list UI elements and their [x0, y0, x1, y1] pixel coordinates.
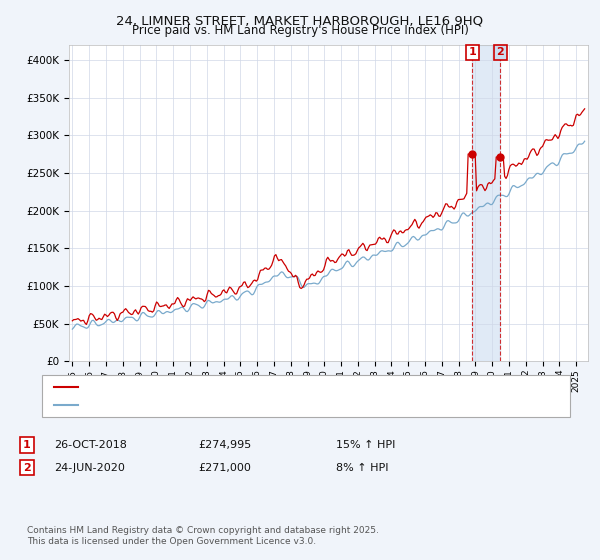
Text: 24-JUN-2020: 24-JUN-2020	[54, 463, 125, 473]
Text: 8% ↑ HPI: 8% ↑ HPI	[336, 463, 389, 473]
Text: 2: 2	[496, 48, 504, 57]
Text: 15% ↑ HPI: 15% ↑ HPI	[336, 440, 395, 450]
Text: 24, LIMNER STREET, MARKET HARBOROUGH, LE16 9HQ: 24, LIMNER STREET, MARKET HARBOROUGH, LE…	[116, 14, 484, 27]
Text: Contains HM Land Registry data © Crown copyright and database right 2025.
This d: Contains HM Land Registry data © Crown c…	[27, 526, 379, 546]
Text: HPI: Average price, semi-detached house, Harborough: HPI: Average price, semi-detached house,…	[84, 400, 349, 410]
Text: 1: 1	[469, 48, 476, 57]
Text: 26-OCT-2018: 26-OCT-2018	[54, 440, 127, 450]
Text: £274,995: £274,995	[198, 440, 251, 450]
Bar	[472, 45, 500, 361]
Text: 1: 1	[23, 440, 31, 450]
Text: 24, LIMNER STREET, MARKET HARBOROUGH, LE16 9HQ (semi-detached house): 24, LIMNER STREET, MARKET HARBOROUGH, LE…	[84, 382, 472, 392]
Text: £271,000: £271,000	[198, 463, 251, 473]
Text: Price paid vs. HM Land Registry's House Price Index (HPI): Price paid vs. HM Land Registry's House …	[131, 24, 469, 37]
Text: 2: 2	[23, 463, 31, 473]
